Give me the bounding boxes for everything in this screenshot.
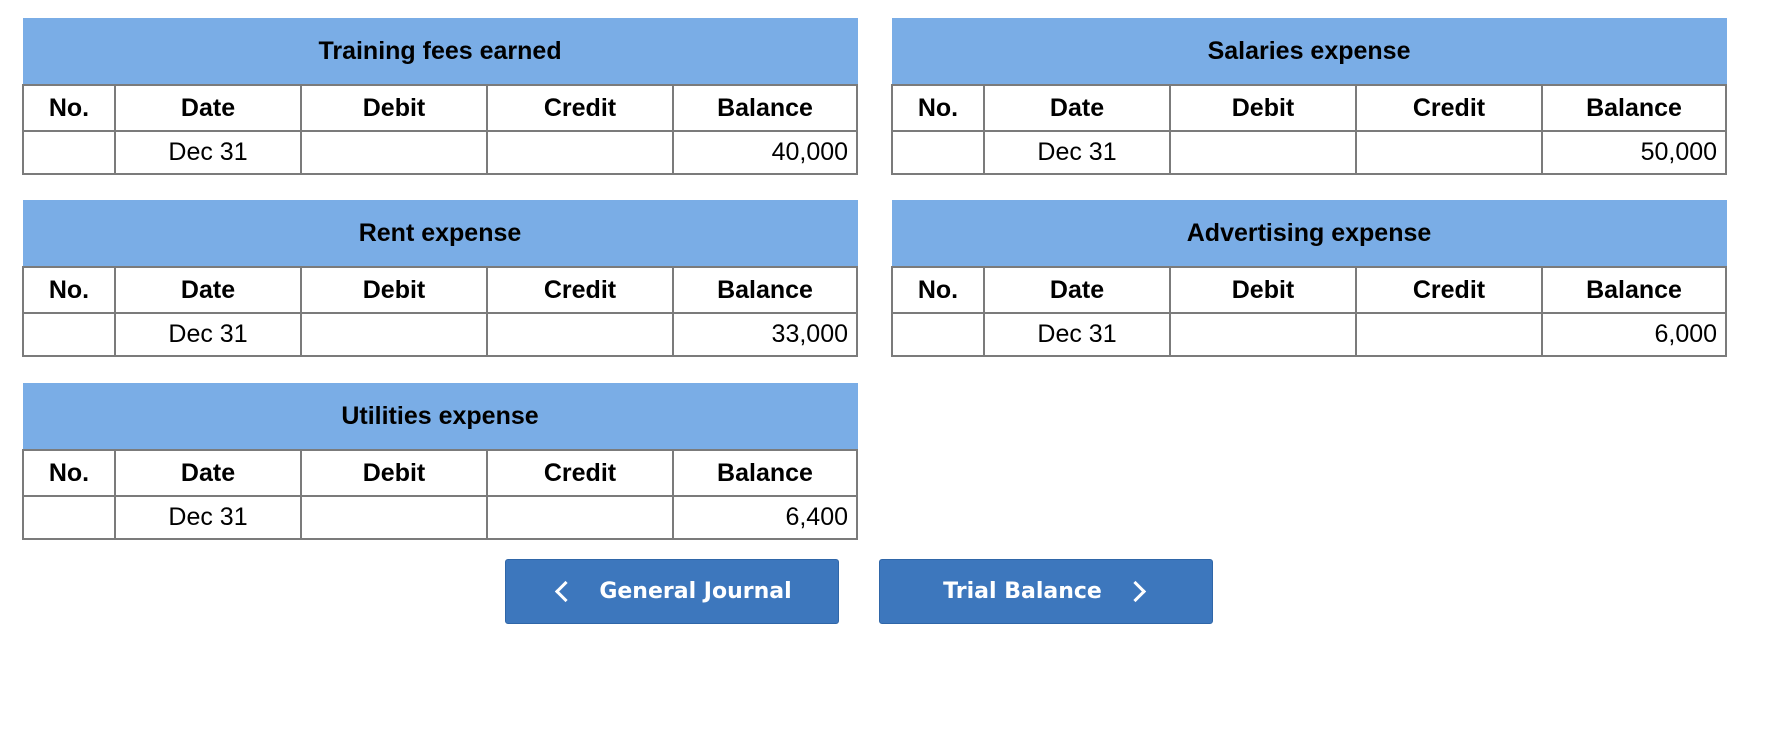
debit-input[interactable]: [1179, 137, 1351, 168]
no-input[interactable]: [32, 502, 110, 533]
col-balance-header: Balance: [1540, 266, 1728, 314]
col-no-header: No.: [891, 84, 985, 132]
chevron-left-icon: [555, 580, 577, 603]
no-input[interactable]: [901, 137, 979, 168]
general-journal-label: General Journal: [599, 579, 792, 604]
balance-cell: 6,000: [1540, 312, 1728, 357]
no-cell[interactable]: [22, 312, 116, 357]
col-no-header: No.: [22, 84, 116, 132]
table-row: Dec 31 6,400: [22, 495, 858, 540]
debit-input[interactable]: [310, 319, 482, 350]
debit-cell[interactable]: [300, 130, 488, 175]
col-debit-header: Debit: [300, 449, 488, 497]
trial-balance-button[interactable]: Trial Balance: [879, 559, 1213, 624]
ledger-rent-expense: Rent expense No. Date Debit Credit Balan…: [22, 200, 859, 357]
credit-input[interactable]: [496, 319, 668, 350]
col-debit-header: Debit: [300, 84, 488, 132]
ledger-utilities-expense: Utilities expense No. Date Debit Credit …: [22, 383, 858, 540]
table-row: Dec 31 33,000: [22, 312, 859, 357]
credit-cell[interactable]: [486, 130, 674, 175]
col-date-header: Date: [114, 84, 302, 132]
ledger-training-fees-earned: Training fees earned No. Date Debit Cred…: [22, 18, 859, 175]
col-date-header: Date: [114, 449, 302, 497]
no-cell[interactable]: [22, 130, 116, 175]
credit-cell[interactable]: [486, 312, 674, 357]
credit-input[interactable]: [1365, 137, 1537, 168]
no-cell[interactable]: [891, 312, 985, 357]
col-credit-header: Credit: [486, 84, 674, 132]
trial-balance-label: Trial Balance: [943, 579, 1102, 604]
col-debit-header: Debit: [1169, 266, 1357, 314]
col-credit-header: Credit: [486, 449, 674, 497]
no-cell[interactable]: [22, 495, 116, 540]
balance-cell: 33,000: [671, 312, 859, 357]
col-no-header: No.: [891, 266, 985, 314]
date-cell: Dec 31: [114, 130, 302, 175]
credit-input[interactable]: [496, 502, 668, 533]
credit-cell[interactable]: [1355, 130, 1543, 175]
date-cell: Dec 31: [983, 130, 1171, 175]
date-cell: Dec 31: [114, 495, 302, 540]
no-input[interactable]: [32, 319, 110, 350]
col-balance-header: Balance: [671, 84, 859, 132]
ledger-title: Rent expense: [22, 200, 858, 268]
col-credit-header: Credit: [1355, 84, 1543, 132]
ledger-title: Training fees earned: [22, 18, 858, 86]
debit-input[interactable]: [310, 137, 482, 168]
ledger-salaries-expense: Salaries expense No. Date Debit Credit B…: [891, 18, 1728, 175]
col-debit-header: Debit: [300, 266, 488, 314]
col-date-header: Date: [114, 266, 302, 314]
table-row: Dec 31 40,000: [22, 130, 859, 175]
debit-cell[interactable]: [300, 495, 488, 540]
balance-cell: 50,000: [1540, 130, 1728, 175]
col-credit-header: Credit: [486, 266, 674, 314]
table-row: Dec 31 6,000: [891, 312, 1728, 357]
col-debit-header: Debit: [1169, 84, 1357, 132]
table-row: Dec 31 50,000: [891, 130, 1728, 175]
debit-input[interactable]: [310, 502, 482, 533]
debit-cell[interactable]: [1169, 130, 1357, 175]
date-cell: Dec 31: [114, 312, 302, 357]
balance-cell: 6,400: [672, 495, 858, 540]
chevron-right-icon: [1124, 580, 1146, 603]
col-balance-header: Balance: [1540, 84, 1728, 132]
debit-cell[interactable]: [300, 312, 488, 357]
col-date-header: Date: [983, 266, 1171, 314]
col-no-header: No.: [22, 266, 116, 314]
credit-input[interactable]: [496, 137, 668, 168]
ledger-title: Utilities expense: [22, 383, 858, 451]
debit-input[interactable]: [1179, 319, 1351, 350]
debit-cell[interactable]: [1169, 312, 1357, 357]
col-date-header: Date: [983, 84, 1171, 132]
ledger-title: Salaries expense: [891, 18, 1727, 86]
col-no-header: No.: [22, 449, 116, 497]
credit-cell[interactable]: [1355, 312, 1543, 357]
ledger-advertising-expense: Advertising expense No. Date Debit Credi…: [891, 200, 1728, 357]
no-cell[interactable]: [891, 130, 985, 175]
col-credit-header: Credit: [1355, 266, 1543, 314]
col-balance-header: Balance: [671, 266, 859, 314]
date-cell: Dec 31: [983, 312, 1171, 357]
general-journal-button[interactable]: General Journal: [505, 559, 839, 624]
credit-cell[interactable]: [486, 495, 674, 540]
no-input[interactable]: [901, 319, 979, 350]
col-balance-header: Balance: [672, 449, 858, 497]
ledger-title: Advertising expense: [891, 200, 1727, 268]
balance-cell: 40,000: [671, 130, 859, 175]
credit-input[interactable]: [1365, 319, 1537, 350]
no-input[interactable]: [32, 137, 110, 168]
